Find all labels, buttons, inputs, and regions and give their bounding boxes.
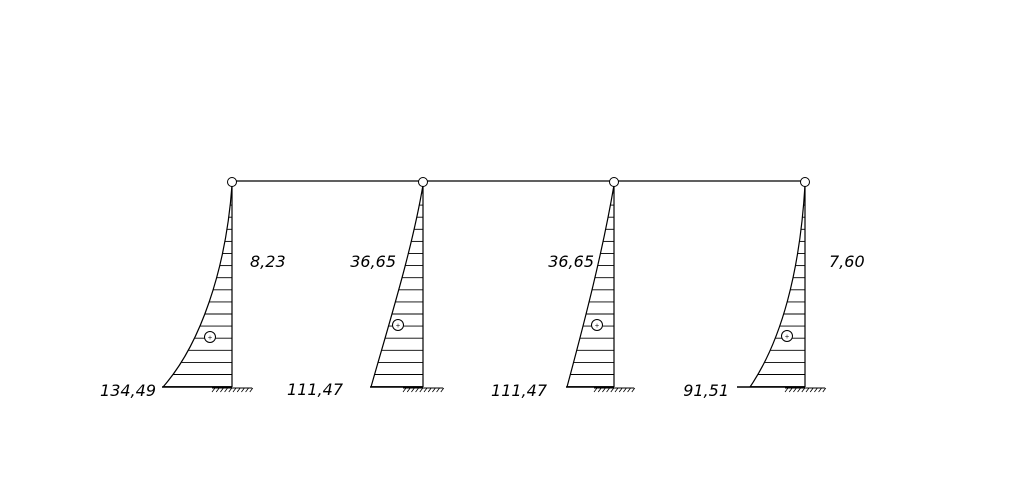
- support-tick-3-8: [627, 387, 631, 393]
- support-tick-1-0: [211, 387, 216, 393]
- column-3-hinge: [609, 177, 619, 187]
- support-tick-3-6: [618, 387, 623, 393]
- column-3-sign-marker: +: [591, 319, 603, 331]
- support-tick-3-2: [602, 387, 606, 393]
- column-2-base-value: 111,47: [287, 380, 344, 399]
- support-tick-3-9: [631, 387, 636, 393]
- svg-text:+: +: [594, 323, 599, 330]
- svg-text:+: +: [207, 335, 212, 342]
- column-2-top-value: 36,65: [350, 252, 396, 271]
- support-tick-2-5: [423, 387, 428, 393]
- support-tick-4-3: [797, 387, 801, 393]
- column-1-hinge: [227, 177, 237, 187]
- support-tick-3-1: [597, 387, 602, 393]
- support-tick-1-2: [220, 387, 224, 393]
- column-3-fixed-support: [593, 387, 636, 393]
- support-tick-2-2: [411, 387, 415, 393]
- support-tick-2-3: [415, 387, 419, 393]
- column-1-top-value: 8,23: [250, 252, 286, 271]
- support-tick-1-5: [232, 387, 237, 393]
- support-tick-4-2: [793, 387, 797, 393]
- svg-text:+: +: [784, 334, 789, 341]
- column-1-moment-curve: [162, 184, 233, 388]
- column-4-sign-marker: +: [781, 330, 793, 342]
- column-4: + 7,60 91,51: [683, 177, 865, 400]
- support-tick-2-9: [440, 387, 445, 393]
- support-tick-1-3: [224, 387, 228, 393]
- support-tick-4-4: [801, 387, 806, 393]
- svg-text:+: +: [395, 323, 400, 330]
- column-2-hinge: [418, 177, 428, 187]
- support-tick-3-7: [623, 387, 627, 393]
- column-1-base-value: 134,49: [100, 381, 156, 400]
- support-tick-4-7: [814, 387, 818, 393]
- column-4-base-value: 91,51: [683, 381, 729, 400]
- support-tick-1-6: [236, 387, 241, 393]
- support-tick-2-7: [432, 387, 436, 393]
- support-tick-4-1: [788, 387, 793, 393]
- column-1-hatching: [163, 192, 232, 388]
- column-2: + 36,65 111,47: [287, 177, 445, 399]
- column-4-top-value: 7,60: [829, 252, 865, 271]
- column-1: + 8,23 134,49: [100, 177, 286, 400]
- support-tick-3-5: [614, 387, 619, 393]
- support-tick-3-0: [593, 387, 598, 393]
- support-tick-4-0: [784, 387, 789, 393]
- column-3-moment-curve: [566, 184, 615, 388]
- support-tick-2-0: [402, 387, 407, 393]
- column-3-base-value: 111,47: [491, 381, 548, 400]
- column-1-fixed-support: [211, 387, 254, 393]
- support-tick-2-8: [436, 387, 440, 393]
- support-tick-4-9: [822, 387, 827, 393]
- column-4-moment-curve: [749, 184, 806, 388]
- support-tick-1-8: [245, 387, 249, 393]
- support-tick-3-4: [610, 387, 615, 393]
- column-3-top-value: 36,65: [548, 252, 594, 271]
- column-4-hatching: [750, 192, 805, 388]
- support-tick-3-3: [606, 387, 610, 393]
- column-3: + 36,65 111,47: [491, 177, 636, 400]
- support-tick-4-8: [818, 387, 822, 393]
- column-2-moment-curve: [370, 184, 424, 388]
- column-2-fixed-support: [402, 387, 445, 393]
- support-tick-2-6: [427, 387, 432, 393]
- column-2-sign-marker: +: [392, 319, 404, 331]
- support-tick-4-6: [809, 387, 814, 393]
- support-tick-1-7: [241, 387, 245, 393]
- support-tick-1-4: [228, 387, 233, 393]
- column-4-fixed-support: [784, 387, 827, 393]
- support-tick-1-9: [249, 387, 254, 393]
- support-tick-4-5: [805, 387, 810, 393]
- support-tick-2-4: [419, 387, 424, 393]
- support-tick-2-1: [406, 387, 411, 393]
- support-tick-1-1: [215, 387, 220, 393]
- column-4-hinge: [800, 177, 810, 187]
- column-1-sign-marker: +: [204, 331, 216, 343]
